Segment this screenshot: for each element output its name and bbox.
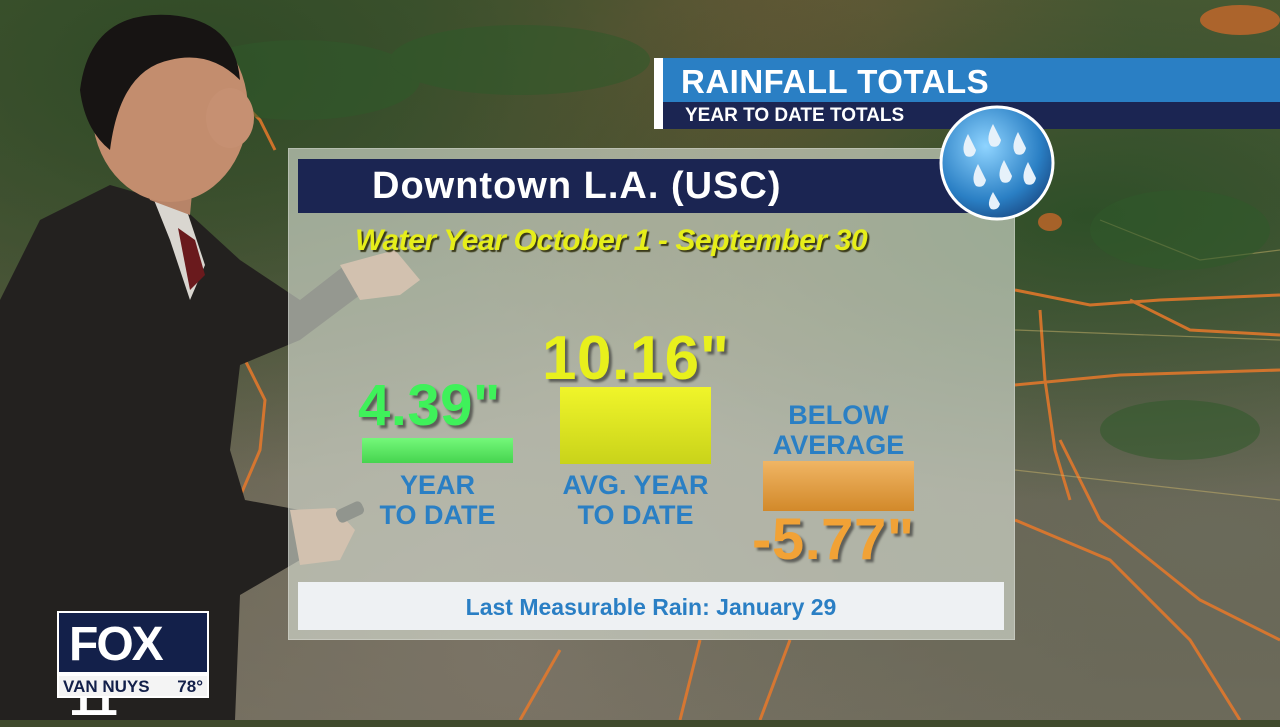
average-bar (560, 387, 711, 464)
year-to-date-bar (362, 438, 513, 463)
difference-label-line2: AVERAGE (772, 430, 905, 460)
last-rain-bar: Last Measurable Rain: January 29 (298, 582, 1004, 630)
location-temperature: 78° (177, 677, 203, 696)
year-to-date-label: YEAR TO DATE (362, 470, 513, 530)
average-label: AVG. YEAR TO DATE (548, 470, 723, 530)
year-to-date-value: 4.39" (358, 373, 501, 438)
header-title: RAINFALL TOTALS (681, 63, 990, 100)
location-city: VAN NUYS (63, 677, 150, 696)
water-year-label: Water Year October 1 - September 30 (355, 224, 868, 257)
difference-label-line1: BELOW (788, 400, 889, 430)
average-value: 10.16" (542, 324, 730, 393)
difference-value: -5.77" (752, 507, 915, 572)
header-subtitle: YEAR TO DATE TOTALS (685, 105, 905, 126)
average-label-line1: AVG. YEAR (562, 470, 709, 500)
header-title-bar: RAINFALL TOTALS (654, 58, 1280, 102)
average-label-line2: TO DATE (577, 500, 694, 530)
difference-bar (763, 461, 914, 511)
fox11-logo-text: FOX 11 (69, 618, 164, 726)
station-title-bar: Downtown L.A. (USC) (298, 159, 1004, 213)
last-rain-text: Last Measurable Rain: January 29 (465, 594, 837, 620)
rain-drops-icon (939, 105, 1055, 221)
station-name: Downtown L.A. (USC) (372, 165, 782, 207)
year-to-date-label-line2: TO DATE (379, 500, 496, 530)
year-to-date-label-line1: YEAR (399, 470, 475, 500)
fox11-logo: FOX 11 (57, 611, 209, 726)
difference-label: BELOW AVERAGE (763, 400, 914, 460)
location-temp-bar: VAN NUYS 78° (57, 674, 209, 698)
